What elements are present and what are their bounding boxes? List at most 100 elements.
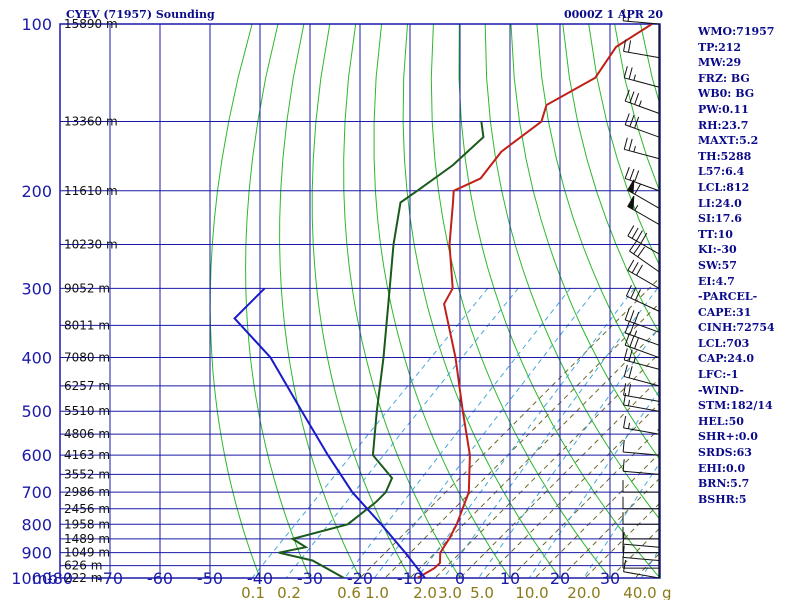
index-item: WMO:71957 — [698, 25, 775, 38]
dry-adiabat-line — [562, 24, 660, 336]
mixing-ratio-line — [285, 287, 519, 578]
sounding-traces — [233, 24, 653, 578]
wind-barb — [627, 179, 660, 209]
index-item: MAXT:5.2 — [698, 134, 759, 148]
moist-adiabat-line — [609, 527, 660, 578]
pressure-tick-label: 300 — [21, 279, 52, 298]
mixing-ratio-line — [344, 287, 571, 578]
height-label: 626 m — [64, 559, 102, 573]
index-item: KI:-30 — [698, 243, 737, 257]
height-label: 13360 m — [64, 115, 118, 129]
mixing-ratio-label: 0.2 — [277, 584, 301, 600]
temperature-tick-label: 20 — [550, 569, 570, 588]
dry-adiabat-line — [373, 24, 511, 578]
height-label: 10230 m — [64, 237, 118, 251]
height-label: 6257 m — [64, 379, 110, 393]
wind-barb — [627, 195, 660, 225]
mixing-ratio-label: 0.1 — [241, 584, 265, 600]
temperature-trace — [416, 24, 653, 578]
index-item: -PARCEL- — [698, 290, 758, 304]
height-label: 222 m — [64, 571, 102, 585]
moist-adiabat-line — [359, 276, 660, 578]
index-item: CINH:72754 — [698, 321, 775, 335]
wind-profile — [622, 8, 660, 579]
moist-adiabat-line — [559, 477, 660, 578]
index-item: CAPE:31 — [698, 305, 752, 319]
mixing-ratio-label: 40.0 — [623, 584, 656, 600]
wind-barb — [624, 89, 660, 114]
pressure-tick-label: 800 — [21, 515, 52, 534]
height-label: 11610 m — [64, 184, 118, 198]
wind-barb — [622, 8, 660, 25]
wind-barb — [623, 416, 660, 435]
height-label: 2986 m — [64, 485, 110, 499]
mixing-ratio-line — [416, 287, 635, 578]
temperature-tick-label: -60 — [147, 569, 173, 588]
grid — [59, 23, 661, 579]
parcel-trace — [233, 287, 426, 578]
station-title: CYEV (71957) Sounding — [66, 8, 215, 21]
index-item: TH:5288 — [698, 149, 752, 163]
dry-adiabat-line — [245, 24, 311, 578]
height-label: 1958 m — [64, 517, 110, 531]
wind-barb — [624, 321, 660, 346]
mixing-ratio-label: 2.0 — [413, 584, 437, 600]
index-item: SRDS:63 — [698, 446, 752, 460]
mixing-ratio-label: 3.0 — [438, 584, 462, 600]
dry-adiabat-line — [458, 24, 660, 578]
wind-barb — [622, 526, 659, 540]
index-item: FRZ: BG — [698, 71, 750, 85]
sounding-indices: WMO:71957 TP:212 MW:29 FRZ: BG WB0: BG PW:0.1… — [698, 24, 798, 507]
wind-barb — [622, 459, 660, 475]
wind-barb — [623, 39, 660, 59]
wind-barb — [627, 259, 660, 289]
mixing-ratio-label: 5.0 — [470, 584, 494, 600]
wind-barb — [624, 113, 660, 138]
index-item: LCL:812 — [698, 180, 750, 194]
dry-adiabat-line — [311, 24, 411, 578]
wind-barb — [623, 383, 660, 402]
height-label: 7080 m — [64, 351, 110, 365]
index-item: CAP:24.0 — [698, 352, 755, 366]
height-label: 1049 m — [64, 546, 110, 560]
wind-barb — [625, 284, 660, 312]
mixing-ratio-label: 20.0 — [567, 584, 600, 600]
index-item: HEL:50 — [698, 414, 744, 428]
height-label: 15890 m — [64, 17, 118, 31]
wind-barb — [622, 545, 660, 562]
mixing-ratio-label: 10.0 — [515, 584, 548, 600]
index-item: RH:23.7 — [698, 118, 749, 132]
wind-barb — [623, 364, 660, 387]
index-item: WB0: BG — [698, 87, 755, 101]
pressure-tick-label: 700 — [21, 483, 52, 502]
wind-barb — [622, 512, 659, 525]
height-labels: 15890 m 13360 m 11610 m 10230 m 9052 m 8011 m… — [64, 17, 118, 585]
wind-barb — [624, 308, 660, 333]
wind-barb — [623, 393, 660, 412]
wind-barb — [623, 137, 660, 160]
moist-adiabat-line — [584, 502, 660, 578]
height-label: 2456 m — [64, 502, 110, 516]
dry-adiabat-line — [279, 24, 361, 578]
index-item: TP:212 — [698, 40, 742, 54]
index-item: PW:0.11 — [698, 102, 749, 116]
moist-adiabat-line — [434, 351, 660, 578]
temperature-tick-label: 0 — [455, 569, 465, 588]
wind-barb — [624, 167, 660, 192]
moist-adiabat-line — [509, 427, 660, 578]
height-label: 8011 m — [64, 318, 110, 332]
index-item: BSHR:5 — [698, 492, 747, 506]
moist-adiabat-line — [409, 326, 660, 578]
plot-frame — [59, 23, 661, 579]
wind-barb — [629, 240, 660, 273]
index-item: LFC:-1 — [698, 368, 739, 382]
temperature-tick-label: -40 — [247, 569, 273, 588]
wind-barb — [623, 348, 660, 370]
pressure-tick-label: 600 — [21, 446, 52, 465]
temperature-axis: -80 -70 -60 -50 -40 -30 -20 -10 0 10 20 30 — [47, 569, 620, 588]
wind-barb — [622, 496, 659, 510]
height-label: 3552 m — [64, 467, 110, 481]
pressure-tick-label: 100 — [21, 15, 52, 34]
index-item: EHI:0.0 — [698, 461, 746, 475]
